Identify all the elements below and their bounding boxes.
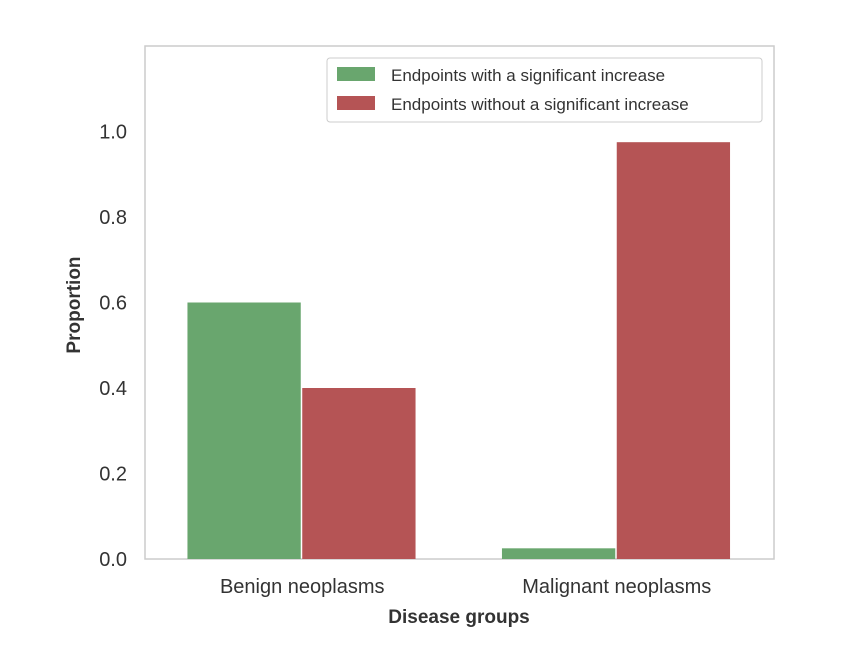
y-axis-title: Proportion (64, 256, 85, 353)
bar-without-increase-malignant (616, 142, 731, 559)
y-tick-label: 0.6 (99, 293, 127, 315)
bar-without-increase-benign (302, 388, 416, 559)
x-tick-labels: Benign neoplasms Malignant neoplasms (220, 576, 711, 598)
legend-label-with-increase: Endpoints with a significant increase (391, 66, 665, 85)
bars-group (187, 142, 731, 559)
legend: Endpoints with a significant increase En… (326, 57, 763, 123)
legend-swatch-with-increase (337, 67, 375, 81)
bar-with-increase-benign (187, 302, 301, 559)
y-tick-label: 0.0 (99, 549, 127, 571)
legend-label-without-increase: Endpoints without a significant increase (391, 95, 689, 114)
x-tick-label: Malignant neoplasms (522, 576, 711, 598)
y-tick-labels: 0.0 0.2 0.4 0.6 0.8 1.0 (99, 122, 127, 572)
bar-with-increase-malignant (501, 548, 616, 559)
y-tick-label: 0.8 (99, 207, 127, 229)
y-tick-label: 0.2 (99, 464, 127, 486)
x-axis-title: Disease groups (388, 607, 530, 628)
legend-swatch-without-increase (337, 96, 375, 110)
x-tick-label: Benign neoplasms (220, 576, 385, 598)
y-tick-label: 0.4 (99, 378, 127, 400)
legend-frame (326, 57, 763, 123)
y-tick-label: 1.0 (99, 122, 127, 144)
